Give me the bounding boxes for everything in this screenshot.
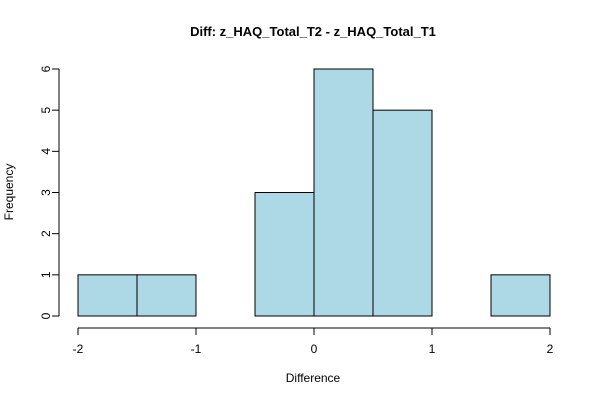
chart-title: Diff: z_HAQ_Total_T2 - z_HAQ_Total_T1 (190, 24, 436, 39)
y-tick-label: 2 (39, 230, 53, 237)
x-axis-label: Difference (286, 371, 341, 385)
histogram-bar (77, 274, 138, 317)
histogram-bar (490, 274, 551, 317)
histogram-bar (372, 109, 433, 317)
y-tick-label: 6 (39, 65, 53, 72)
y-tick-label: 1 (39, 271, 53, 278)
y-axis-label: Frequency (2, 164, 16, 221)
y-tick-label: 3 (39, 189, 53, 196)
x-tick-label: 0 (311, 342, 318, 356)
y-tick-label: 5 (39, 107, 53, 114)
x-tick-label: -1 (191, 342, 202, 356)
histogram-bar (313, 68, 374, 317)
histogram-bar (136, 274, 197, 317)
y-axis: 0 1 2 3 4 5 6 (39, 65, 60, 319)
x-tick-label: 2 (547, 342, 554, 356)
x-tick-label: 1 (429, 342, 436, 356)
x-tick-label: -2 (73, 342, 84, 356)
histogram-bar (254, 192, 315, 317)
x-axis: -2 -1 0 1 2 (73, 327, 554, 356)
y-tick-label: 0 (39, 312, 53, 319)
histogram-bars (77, 68, 551, 317)
y-tick-label: 4 (39, 148, 53, 155)
